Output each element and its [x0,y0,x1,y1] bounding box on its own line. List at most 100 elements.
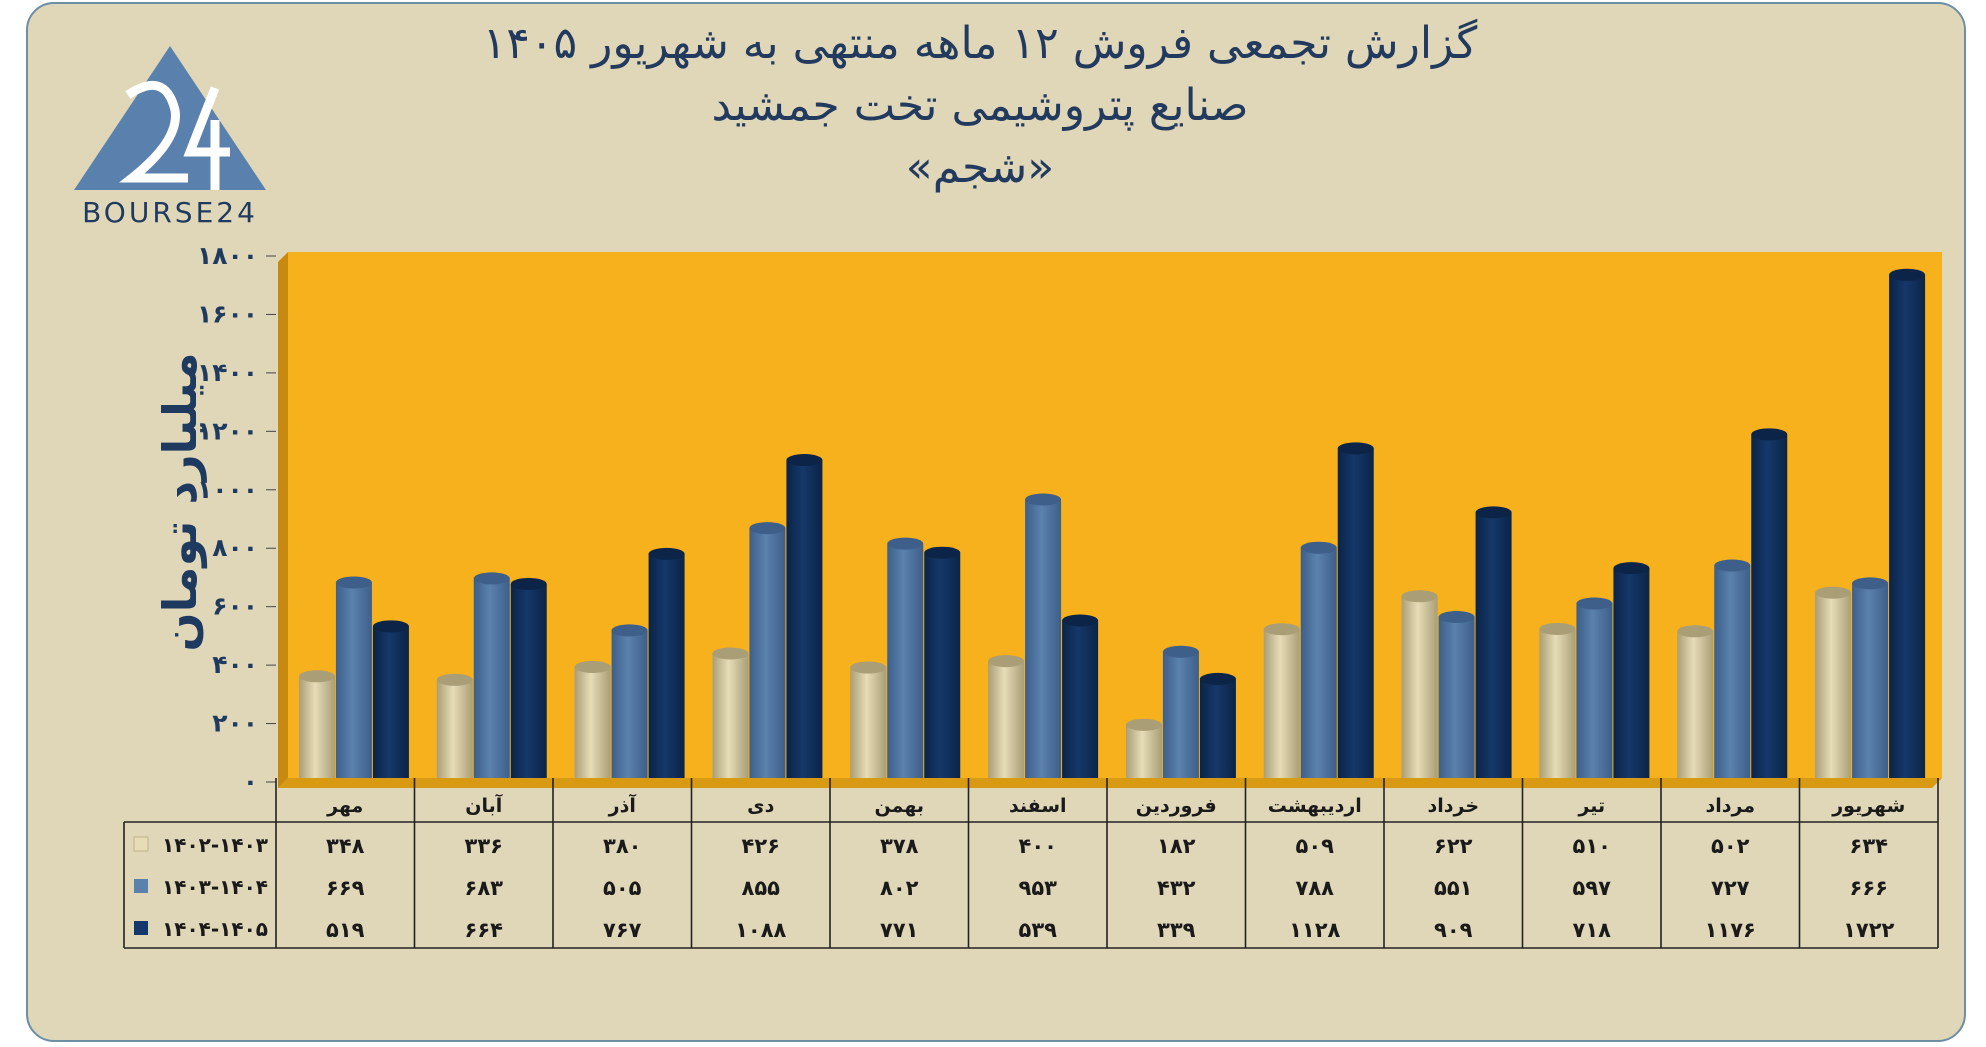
bar-top-1-6 [1125,718,1162,731]
series-label-3: ۱۴۰۴-۱۴۰۵ [162,917,268,941]
y-tick-label: ۱۰۰۰ [197,475,258,504]
y-tick-label: ۲۰۰ [212,709,258,738]
bar-1-9 [1539,628,1576,778]
bar-top-3-5 [1062,614,1099,627]
bar-1-5 [988,661,1025,778]
bar-1-7 [1263,629,1300,778]
data-label-2-9: ۵۹۷ [1573,876,1612,900]
bar-top-2-7 [1300,541,1337,554]
bar-top-1-2 [574,660,611,673]
bar-1-10 [1677,631,1714,778]
data-label-3-2: ۷۶۷ [603,918,642,942]
bar-top-1-11 [1815,586,1852,599]
series-label-1: ۱۴۰۲-۱۴۰۳ [162,833,268,857]
bar-top-3-6 [1199,672,1236,685]
bar-2-2 [611,630,648,778]
logo-text: BOURSE24 [82,196,258,229]
data-label-3-7: ۱۱۲۸ [1289,918,1340,942]
category-label-0: مهر [326,795,363,817]
bar-2-8 [1438,616,1475,778]
data-label-1-5: ۴۰۰ [1019,834,1057,858]
bar-3-2 [648,553,685,778]
data-label-2-1: ۶۸۳ [465,876,504,900]
bar-3-0 [372,626,409,778]
bar-top-3-1 [510,577,547,590]
data-label-2-4: ۸۰۲ [880,876,919,900]
legend-key-3 [134,921,148,935]
y-tick-label: ۱۴۰۰ [197,358,258,387]
y-tick-label: ۱۸۰۰ [197,241,258,270]
data-label-2-6: ۴۳۲ [1157,876,1196,900]
bar-top-1-4 [850,661,887,674]
data-label-1-6: ۱۸۲ [1157,834,1196,858]
bar-3-3 [786,460,823,778]
bar-top-3-7 [1337,442,1374,455]
y-tick-label: ۶۰۰ [212,592,258,621]
y-tick-label: ۴۰۰ [212,650,258,679]
data-label-1-4: ۳۷۸ [880,834,919,858]
category-label-11: شهریور [1831,795,1905,817]
bar-2-9 [1576,603,1613,778]
data-label-2-8: ۵۵۱ [1434,876,1472,900]
category-label-5: اسفند [1009,795,1067,817]
category-label-1: آبان [465,793,502,817]
bar-3-8 [1475,512,1512,778]
category-label-4: بهمن [874,795,924,817]
category-label-2: آذر [608,793,637,817]
category-label-10: مرداد [1705,795,1755,817]
bar-top-1-10 [1677,625,1714,638]
series-label-2: ۱۴۰۳-۱۴۰۴ [162,875,268,899]
category-label-9: تیر [1577,795,1605,817]
bar-2-6 [1162,651,1199,778]
bar-3-6 [1199,678,1236,778]
bar-1-4 [850,667,887,778]
bar-top-3-8 [1475,506,1512,519]
bar-top-2-4 [887,537,924,550]
data-label-3-10: ۱۱۷۶ [1705,918,1756,942]
bar-top-1-5 [988,655,1025,668]
data-label-2-2: ۵۰۵ [603,876,642,900]
bar-top-2-5 [1025,493,1062,506]
bar-3-11 [1889,274,1926,778]
bar-top-2-2 [611,624,648,637]
plot-floor [278,778,1942,788]
data-label-1-7: ۵۰۹ [1296,834,1335,858]
y-tick-label: ۱۲۰۰ [197,416,258,445]
category-label-3: دی [747,795,774,817]
bar-top-3-10 [1751,428,1788,441]
bar-3-10 [1751,434,1788,778]
bar-1-1 [436,679,473,778]
data-label-1-9: ۵۱۰ [1573,834,1611,858]
bar-top-2-0 [335,576,372,589]
data-label-3-0: ۵۱۹ [326,918,365,942]
bar-top-1-8 [1401,590,1438,603]
plot-area [288,252,1942,778]
data-label-1-10: ۵۰۲ [1711,834,1750,858]
bar-top-2-1 [473,572,510,585]
bar-top-2-10 [1714,559,1751,572]
bar-top-2-8 [1438,610,1475,623]
bar-top-2-11 [1852,577,1889,590]
data-label-1-2: ۳۸۰ [603,834,641,858]
bar-2-7 [1300,547,1337,778]
bar-1-2 [574,666,611,778]
bar-2-1 [473,578,510,778]
data-label-3-1: ۶۶۴ [465,918,504,942]
bar-2-5 [1025,499,1062,778]
bar-top-1-9 [1539,622,1576,635]
data-label-1-3: ۴۲۶ [742,834,780,858]
data-label-1-8: ۶۲۲ [1434,834,1473,858]
bar-1-0 [298,676,335,778]
data-label-3-6: ۳۳۹ [1157,918,1196,942]
bar-2-0 [335,582,372,778]
bar-2-10 [1714,565,1751,778]
data-label-2-7: ۷۸۸ [1296,876,1335,900]
legend-key-2 [134,879,148,893]
data-label-1-11: ۶۳۴ [1850,834,1889,858]
data-label-2-11: ۶۶۶ [1850,876,1888,900]
data-label-3-4: ۷۷۱ [880,918,918,942]
bar-3-5 [1062,620,1099,778]
chart-title: گزارش تجمعی فروش ۱۲ ماهه منتهی به شهریور… [482,18,1478,69]
y-tick-label: ۱۶۰۰ [197,299,258,328]
